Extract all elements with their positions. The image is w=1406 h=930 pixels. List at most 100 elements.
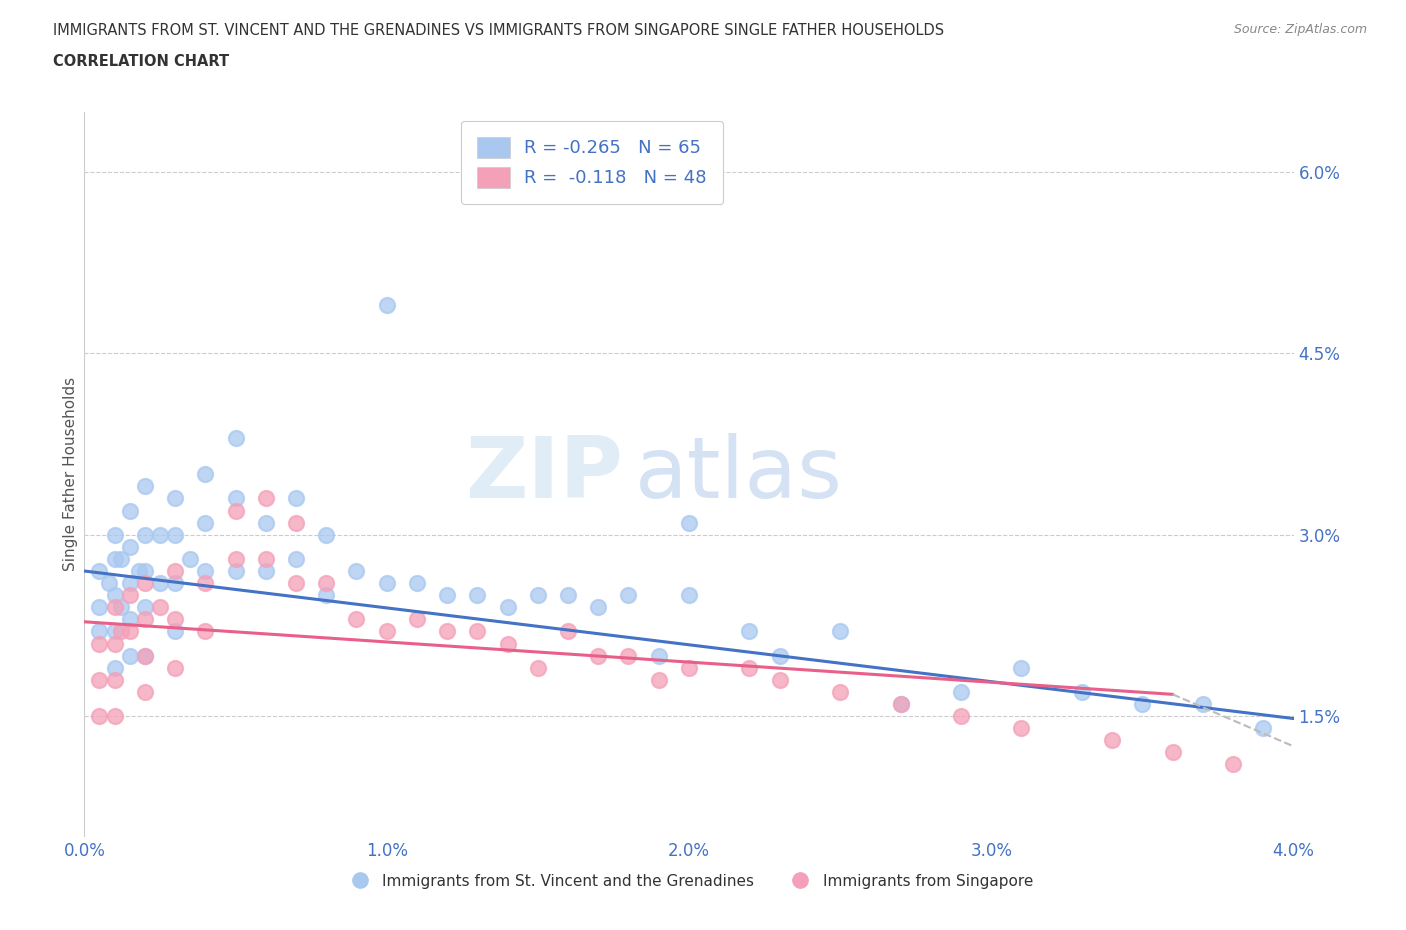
Text: atlas: atlas [634, 432, 842, 516]
Point [134, 564, 156, 578]
Point [557, 624, 579, 639]
Point [165, 660, 187, 675]
Point [648, 672, 671, 687]
Point [496, 600, 519, 615]
Point [678, 515, 700, 530]
Point [406, 576, 429, 591]
Point [225, 491, 247, 506]
Point [104, 660, 127, 675]
Point [738, 624, 761, 639]
Point [165, 527, 187, 542]
Point [104, 636, 127, 651]
Point [678, 588, 700, 603]
Legend: Immigrants from St. Vincent and the Grenadines, Immigrants from Singapore: Immigrants from St. Vincent and the Gren… [339, 868, 1039, 895]
Point [118, 624, 141, 639]
Point [406, 612, 429, 627]
Point [1011, 721, 1033, 736]
Point [104, 588, 127, 603]
Point [89, 636, 111, 651]
Point [118, 503, 141, 518]
Point [617, 648, 640, 663]
Point [1132, 697, 1154, 711]
Point [149, 600, 172, 615]
Point [315, 576, 337, 591]
Point [194, 515, 217, 530]
Point [1101, 733, 1123, 748]
Point [467, 588, 489, 603]
Point [89, 709, 111, 724]
Point [89, 600, 111, 615]
Point [346, 564, 368, 578]
Point [285, 576, 308, 591]
Point [149, 527, 172, 542]
Point [134, 576, 156, 591]
Point [527, 588, 550, 603]
Point [890, 697, 912, 711]
Point [1071, 684, 1094, 699]
Point [830, 684, 852, 699]
Point [194, 624, 217, 639]
Point [527, 660, 550, 675]
Point [165, 491, 187, 506]
Point [225, 431, 247, 445]
Point [557, 588, 579, 603]
Point [436, 624, 458, 639]
Point [315, 588, 337, 603]
Point [134, 648, 156, 663]
Point [134, 648, 156, 663]
Point [104, 551, 127, 566]
Point [1192, 697, 1215, 711]
Point [165, 624, 187, 639]
Point [89, 624, 111, 639]
Point [225, 551, 247, 566]
Point [467, 624, 489, 639]
Point [254, 551, 277, 566]
Point [118, 539, 141, 554]
Point [890, 697, 912, 711]
Point [97, 576, 120, 591]
Point [1011, 660, 1033, 675]
Point [165, 564, 187, 578]
Point [104, 672, 127, 687]
Point [165, 576, 187, 591]
Point [134, 684, 156, 699]
Point [950, 684, 973, 699]
Point [128, 564, 150, 578]
Point [769, 648, 792, 663]
Point [254, 515, 277, 530]
Point [830, 624, 852, 639]
Point [588, 600, 610, 615]
Point [104, 527, 127, 542]
Y-axis label: Single Father Households: Single Father Households [63, 378, 77, 571]
Point [89, 672, 111, 687]
Point [285, 551, 308, 566]
Point [110, 624, 132, 639]
Point [134, 479, 156, 494]
Point [104, 624, 127, 639]
Point [285, 491, 308, 506]
Point [769, 672, 792, 687]
Point [194, 576, 217, 591]
Point [346, 612, 368, 627]
Point [194, 467, 217, 482]
Point [165, 612, 187, 627]
Point [738, 660, 761, 675]
Point [588, 648, 610, 663]
Point [110, 600, 132, 615]
Text: CORRELATION CHART: CORRELATION CHART [53, 54, 229, 69]
Point [950, 709, 973, 724]
Point [678, 660, 700, 675]
Point [375, 298, 398, 312]
Point [118, 612, 141, 627]
Point [375, 624, 398, 639]
Point [134, 600, 156, 615]
Text: ZIP: ZIP [465, 432, 623, 516]
Point [254, 491, 277, 506]
Point [118, 648, 141, 663]
Point [1253, 721, 1275, 736]
Point [134, 527, 156, 542]
Point [134, 612, 156, 627]
Point [118, 576, 141, 591]
Point [89, 564, 111, 578]
Point [225, 503, 247, 518]
